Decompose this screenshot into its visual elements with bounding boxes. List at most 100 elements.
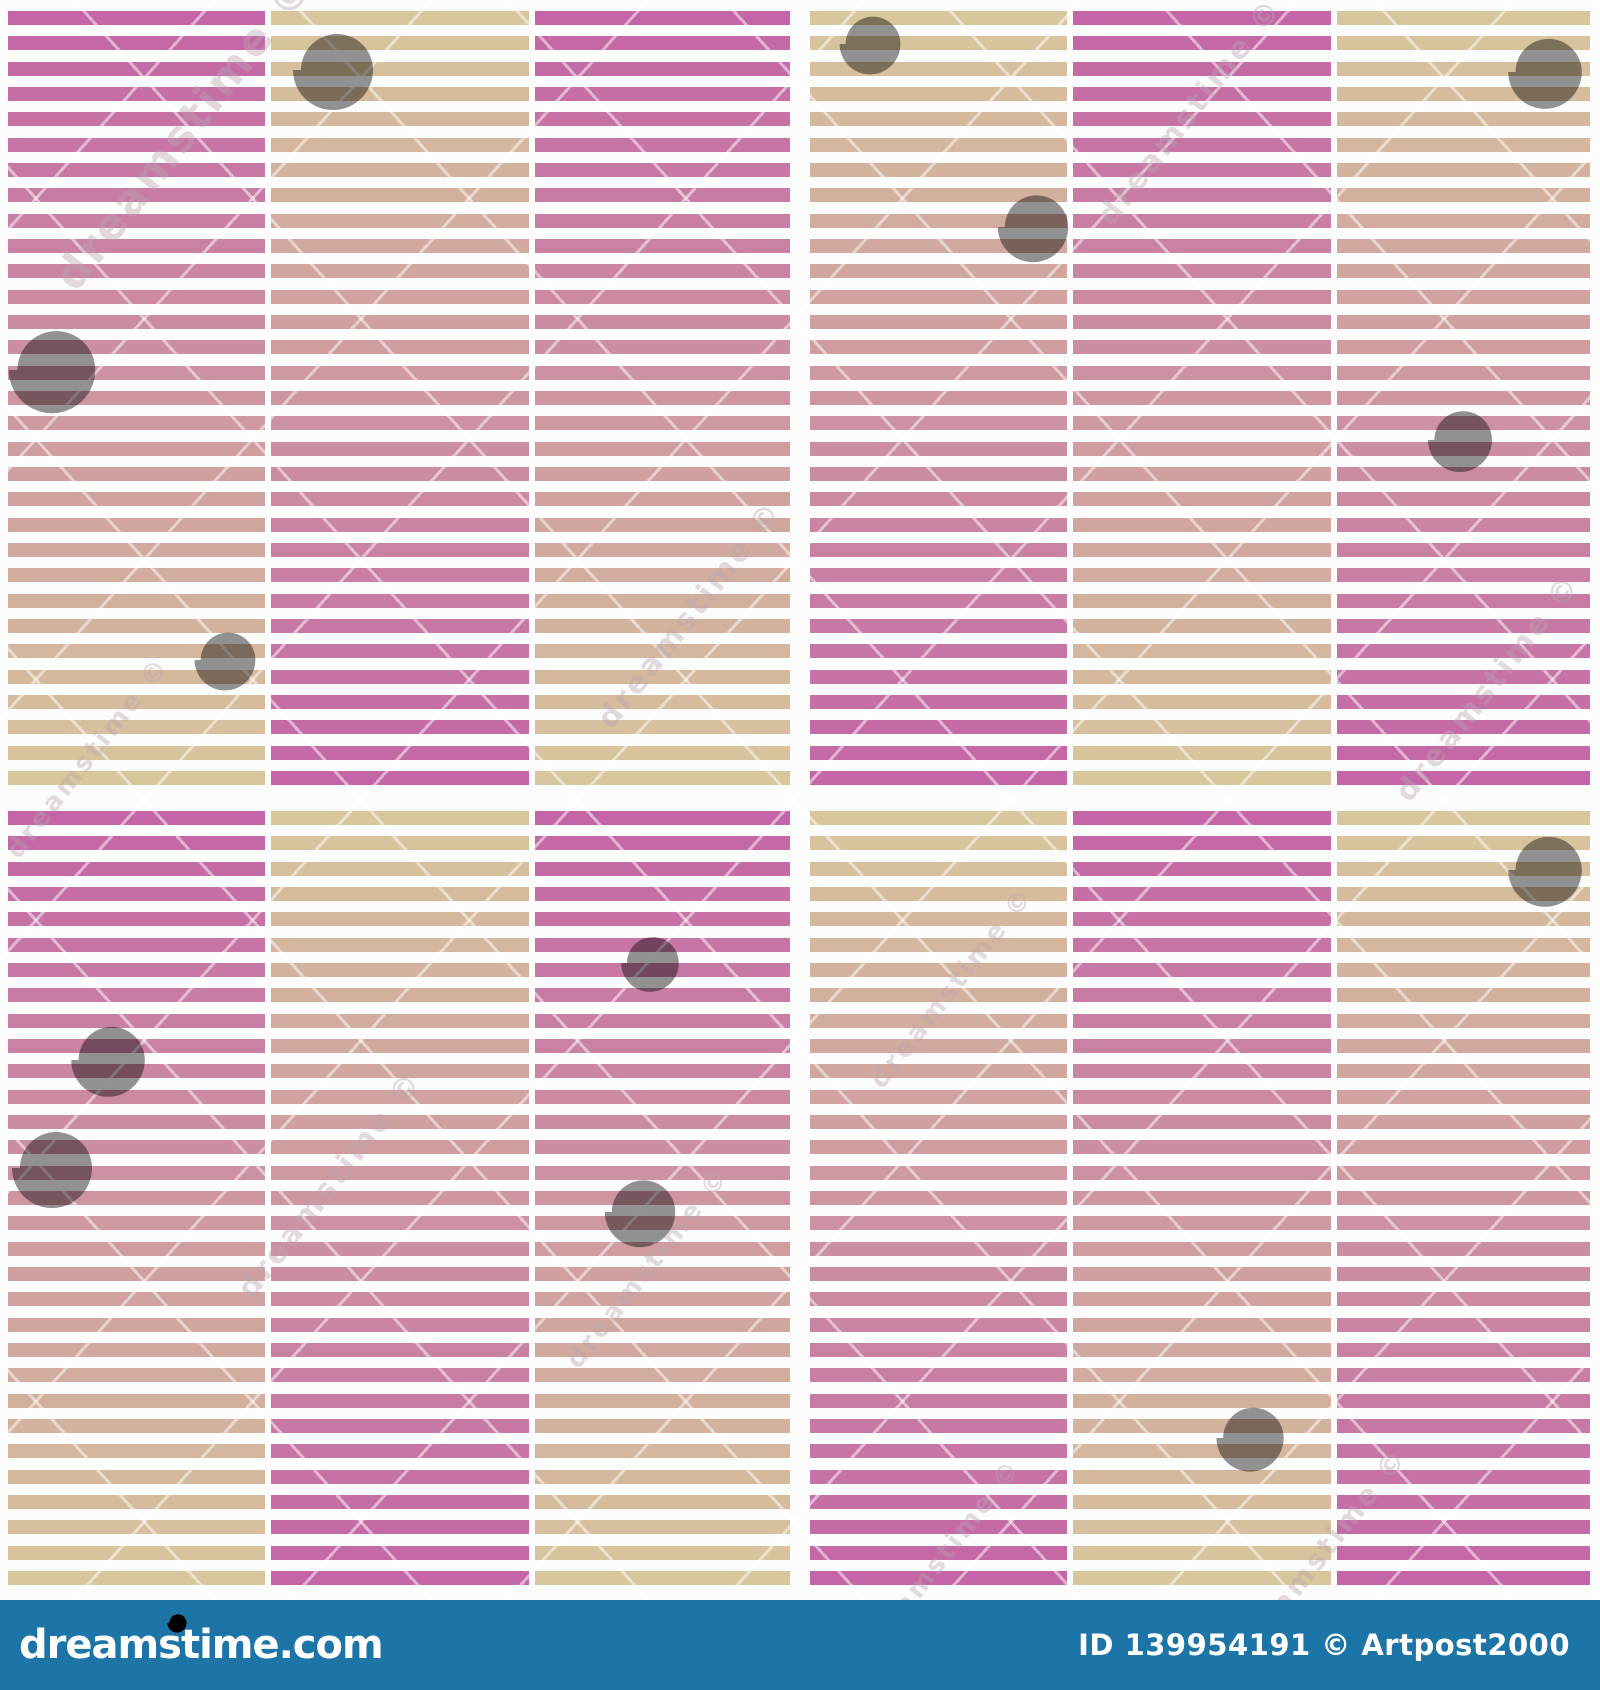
stripe: [271, 289, 529, 304]
stripe: [271, 811, 529, 825]
stripe: [810, 390, 1067, 405]
stripe: [535, 770, 790, 785]
stripe: [1337, 314, 1590, 329]
stripe: [8, 112, 265, 127]
stripe: [8, 416, 265, 431]
stripe: [810, 669, 1067, 684]
stripe: [1073, 644, 1331, 659]
stripe: [271, 517, 529, 532]
dreamstime-logo-text: dreamstime.com: [19, 1622, 384, 1668]
stripe: [8, 1393, 265, 1408]
stripe: [535, 1317, 790, 1332]
stripe: [271, 1368, 529, 1383]
stripe: [810, 188, 1067, 203]
stripe: [271, 162, 529, 177]
stripe: [810, 861, 1067, 876]
stripe: [271, 745, 529, 760]
stripe: [1073, 1317, 1331, 1332]
stripe: [535, 1494, 790, 1509]
stripe: [8, 694, 265, 709]
footer-bar: dreamstime.com ID 139954191 © Artpost200…: [0, 1600, 1600, 1690]
stripe: [271, 1292, 529, 1307]
stripe: [535, 886, 790, 901]
stripe: [1073, 137, 1331, 152]
stripe: [8, 162, 265, 177]
stripe: [1337, 466, 1590, 481]
stripe: [1337, 1013, 1590, 1028]
stripe: [1337, 1089, 1590, 1104]
stripe: [1337, 1114, 1590, 1129]
stripe: [1073, 365, 1331, 380]
stripe: [1073, 162, 1331, 177]
stripe: [8, 213, 265, 228]
stripe: [1337, 1165, 1590, 1180]
stripe: [1337, 770, 1590, 785]
stripe: [535, 466, 790, 481]
stripe: [535, 694, 790, 709]
stripe: [1073, 86, 1331, 101]
stripe: [535, 1469, 790, 1484]
stripe: [271, 11, 529, 25]
stripe: [810, 811, 1067, 825]
stripe: [535, 1418, 790, 1433]
stripe: [8, 568, 265, 583]
stripe: [810, 1570, 1067, 1585]
stripe: [271, 593, 529, 608]
stripe: [810, 770, 1067, 785]
stripe: [8, 1165, 265, 1180]
stripe: [535, 1520, 790, 1535]
stripe: [271, 886, 529, 901]
stripe: [1073, 11, 1331, 25]
stripe: [271, 962, 529, 977]
stripe: [810, 137, 1067, 152]
stripe: [8, 1292, 265, 1307]
stripe: [1073, 1368, 1331, 1383]
stripe: [535, 937, 790, 952]
stripe: [8, 1368, 265, 1383]
stripe: [1073, 416, 1331, 431]
stripe: [271, 492, 529, 507]
stripe: [535, 861, 790, 876]
stripe: [535, 137, 790, 152]
stripe: [535, 162, 790, 177]
stripe: [810, 1165, 1067, 1180]
stripe: [1337, 861, 1590, 876]
stripe: [810, 886, 1067, 901]
stripe: [271, 112, 529, 127]
stripe: [271, 1520, 529, 1535]
stripe: [1337, 1520, 1590, 1535]
stripe: [1073, 886, 1331, 901]
stripe: [8, 86, 265, 101]
stripe-column: [1337, 811, 1590, 1585]
stripe-column: [535, 811, 790, 1585]
stripe: [810, 1038, 1067, 1053]
stripe: [8, 11, 265, 25]
stripe: [810, 365, 1067, 380]
stripe: [8, 962, 265, 977]
stripe: [535, 1241, 790, 1256]
stripe: [1337, 492, 1590, 507]
stripe: [535, 441, 790, 456]
stripe: [535, 517, 790, 532]
stripe: [535, 1089, 790, 1104]
stripe: [8, 1494, 265, 1509]
stripe: [810, 1140, 1067, 1155]
stripe: [1073, 466, 1331, 481]
stripe: [1337, 289, 1590, 304]
stripe: [1073, 1266, 1331, 1281]
stripe: [1337, 1444, 1590, 1459]
stripe: [271, 314, 529, 329]
stripe: [271, 1038, 529, 1053]
stripe: [1073, 441, 1331, 456]
stripe: [8, 238, 265, 253]
stripe: [8, 492, 265, 507]
stripe: [1073, 1038, 1331, 1053]
stripe-column: [1337, 11, 1590, 785]
stripe: [8, 644, 265, 659]
stripe: [271, 542, 529, 557]
stripe: [535, 340, 790, 355]
stripe: [1337, 886, 1590, 901]
stripe: [810, 517, 1067, 532]
stripe: [271, 937, 529, 952]
stripe: [271, 264, 529, 279]
